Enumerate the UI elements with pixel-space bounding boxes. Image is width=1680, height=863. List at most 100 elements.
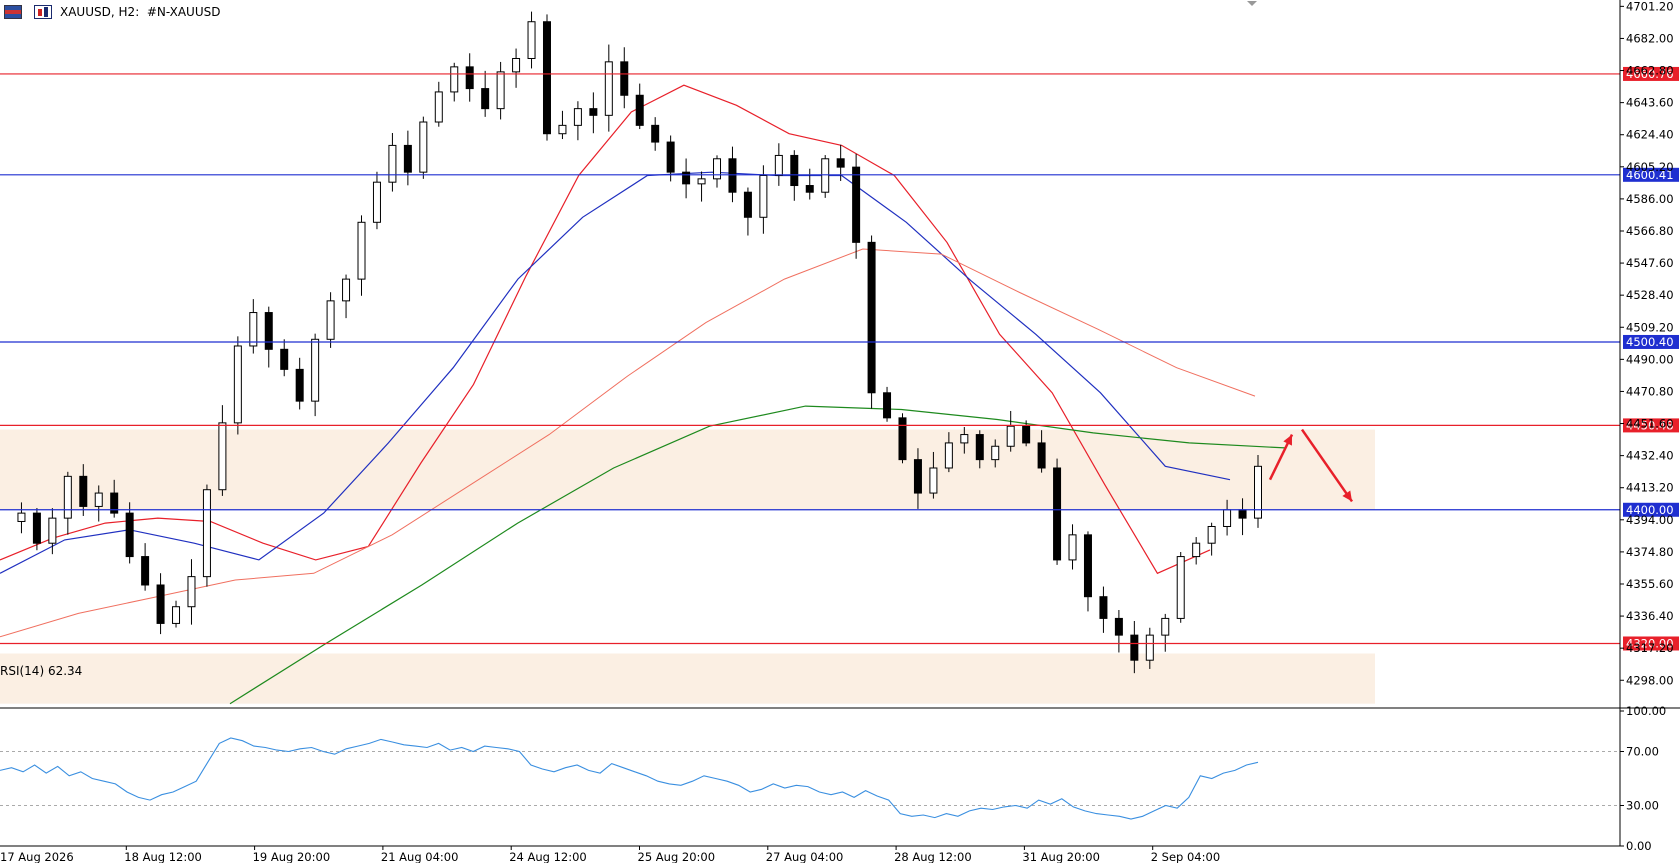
candle-body	[156, 584, 165, 624]
candle-body	[573, 108, 582, 126]
price-tick-label: 4355.60	[1626, 577, 1674, 591]
candle-body	[867, 241, 876, 394]
candle-body	[1099, 596, 1108, 619]
price-tick-label: 4682.00	[1626, 31, 1674, 45]
candle-body	[1254, 465, 1262, 519]
candle-body	[141, 556, 150, 586]
candle-body	[249, 312, 258, 347]
candle-body	[975, 434, 984, 461]
price-tick-label: 4490.00	[1626, 352, 1674, 366]
candle-body	[465, 66, 474, 90]
candle-body	[357, 221, 366, 280]
candle-body	[496, 71, 505, 110]
price-tick-label: 4509.20	[1626, 320, 1674, 334]
moving-average-line	[0, 248, 1256, 638]
rsi-tick-label: 100.00	[1626, 704, 1666, 718]
candle-body	[1114, 617, 1123, 636]
candle-body	[635, 94, 644, 126]
rsi-tick-label: 30.00	[1626, 799, 1659, 813]
candle-body	[1238, 509, 1247, 519]
price-tick-label: 4298.00	[1626, 673, 1674, 687]
candle-body	[63, 475, 72, 519]
level-tag	[1623, 66, 1679, 81]
candle-body	[434, 91, 443, 123]
time-tick-label: 2 Sep 04:00	[1151, 850, 1220, 863]
time-tick-label: 28 Aug 12:00	[894, 850, 972, 863]
chart-type-icon[interactable]	[34, 5, 52, 19]
time-tick-label: 27 Aug 04:00	[766, 850, 844, 863]
candle-body	[774, 154, 783, 176]
price-tick-label: 4586.00	[1626, 192, 1674, 206]
candle-body	[326, 300, 335, 340]
time-tick-label: 19 Aug 20:00	[253, 850, 331, 863]
candle-body	[991, 445, 1000, 461]
rsi-tick-label: 0.00	[1626, 839, 1652, 853]
candle-body	[728, 158, 737, 193]
price-tick-label: 4317.20	[1626, 641, 1674, 655]
time-tick-label: 18 Aug 12:00	[124, 850, 202, 863]
candle-body	[311, 338, 320, 402]
candle-body	[110, 492, 119, 514]
candle-body	[697, 178, 706, 185]
candle-body	[419, 121, 428, 173]
time-tick-label: 31 Aug 20:00	[1022, 850, 1100, 863]
time-tick-label: 24 Aug 12:00	[509, 850, 587, 863]
candle-body	[805, 185, 814, 193]
candle-body	[94, 492, 103, 507]
candle-body	[1068, 534, 1077, 561]
price-tick-label: 4701.20	[1626, 0, 1674, 13]
price-tick-label: 4394.00	[1626, 513, 1674, 527]
candle-body	[929, 467, 938, 494]
candle-body	[913, 459, 922, 494]
candle-body	[342, 278, 351, 302]
candle-body	[172, 606, 181, 624]
time-tick-label: 17 Aug 2026	[0, 850, 74, 863]
candle-body	[79, 475, 88, 507]
price-tick-label: 4413.20	[1626, 481, 1674, 495]
candle-body	[218, 422, 227, 491]
time-tick-label: 21 Aug 04:00	[381, 850, 459, 863]
candle-body	[682, 171, 691, 185]
moving-average-line	[0, 171, 1231, 574]
zone-1	[0, 653, 1375, 704]
candle-body	[202, 489, 211, 578]
candle-body	[372, 181, 381, 223]
candle-body	[1192, 542, 1201, 558]
level-tag	[1623, 636, 1679, 651]
symbol-label: XAUUSD	[60, 5, 111, 19]
candle-body	[481, 88, 490, 110]
rsi-tick-label: 70.00	[1626, 745, 1659, 759]
candle-body	[960, 434, 969, 444]
price-tick-label: 4432.40	[1626, 449, 1674, 463]
candle-body	[295, 368, 304, 402]
candle-body	[187, 576, 196, 608]
candle-body	[898, 417, 907, 461]
annotation-arrowhead	[1283, 434, 1292, 446]
price-tick-label: 4374.80	[1626, 545, 1674, 559]
candle-body	[713, 158, 722, 180]
level-tag-label: 4660.76	[1626, 67, 1674, 81]
level-tag	[1623, 502, 1679, 517]
level-tag	[1623, 334, 1679, 349]
price-tick-label: 4547.60	[1626, 256, 1674, 270]
candle-body	[836, 158, 845, 168]
price-tick-label: 4336.40	[1626, 609, 1674, 623]
level-tag-label: 4400.00	[1626, 503, 1674, 517]
candle-body	[666, 141, 675, 173]
candle-body	[1161, 617, 1170, 636]
candle-body	[32, 512, 41, 544]
separator-label: ,	[110, 5, 115, 19]
candle-body	[542, 21, 551, 135]
price-tick-label: 4662.80	[1626, 64, 1674, 78]
menu-flag-icon[interactable]	[4, 5, 22, 19]
price-tick-label: 4566.80	[1626, 224, 1674, 238]
rsi-line	[0, 737, 1259, 820]
candle-body	[1207, 525, 1216, 544]
candle-body	[1223, 509, 1232, 527]
candle-body	[1022, 425, 1031, 444]
timeframe-label: H2	[118, 5, 136, 19]
candle-body	[1006, 425, 1015, 447]
candle-body	[604, 61, 613, 116]
candle-body	[450, 66, 459, 93]
